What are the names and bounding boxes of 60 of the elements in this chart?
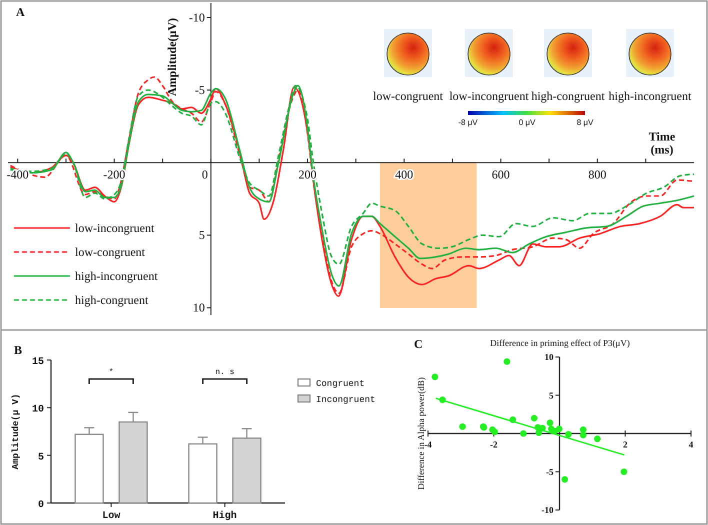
point [491,428,498,436]
x-tick-label: 800 [588,168,606,182]
x-axis-title: Time (ms) [648,130,676,157]
chart-title: Difference in priming effect of P3(μV) [490,338,630,348]
annotation: n. s [215,368,235,377]
annotation: 0 μV [518,118,536,127]
x-tick-label: Low [102,511,120,522]
text: B [14,343,22,357]
legend-label: low-incongruent [75,221,155,235]
point [620,468,628,476]
y-tick-label: 10 [544,352,554,362]
point [459,423,466,430]
annotation: A [16,5,25,19]
x-tick-label: High [212,510,237,522]
x-tick-label: 600 [492,168,510,182]
legend-label: Congruent [316,379,365,389]
annotation: high-congruent [531,89,606,103]
legend-label: high-congruent [75,293,149,307]
point [504,358,510,365]
point [580,426,586,433]
point [432,374,438,380]
y-tick-label: -5 [194,83,205,98]
point [565,430,572,438]
point [580,432,586,438]
annotation: * [108,368,114,377]
x-tick-label: 400 [395,168,414,182]
y-tick-label: 5 [198,228,205,242]
point [556,426,562,432]
x-tick-label: -4 [424,440,432,450]
point [535,429,542,436]
text: C [414,337,423,351]
y-axis-title: Difference in Alpha power(dB) [416,377,426,490]
legend-label: Incongruent [316,395,376,405]
annotation: high-incongruent [608,89,692,103]
annotation: low-incongruent [449,89,530,103]
annotation: -8 μV [458,118,478,127]
legend-label: high-incongruent [75,269,158,283]
y-tick-label: -10 [542,505,554,515]
point [561,476,568,483]
y-axis-title: Amplitude(μ V) [11,394,21,470]
x-tick-label: -400 [6,168,29,182]
y-tick-label: 0 [38,500,44,511]
y-tick-label: 15 [32,357,44,368]
y-tick-label: 10 [32,404,44,416]
y-tick-label: 10 [192,300,205,315]
y-tick-label: -5 [546,466,554,477]
y-tick-label: -10 [188,10,205,25]
point [594,436,601,442]
point [520,430,527,437]
y-tick-label: 5 [549,390,554,400]
y-tick-label: 5 [38,452,44,464]
x-tick-label: 4 [688,440,694,450]
legend-label: low-congruent [75,245,146,259]
y-axis-title: Amplitude(μV) [164,18,179,96]
annotation: 8 μV [576,118,594,127]
point [530,414,538,422]
point [546,419,554,426]
annotation: low-congruent [373,89,444,103]
x-tick-label: 2 [623,440,628,450]
x-tick-label: -2 [490,440,498,450]
